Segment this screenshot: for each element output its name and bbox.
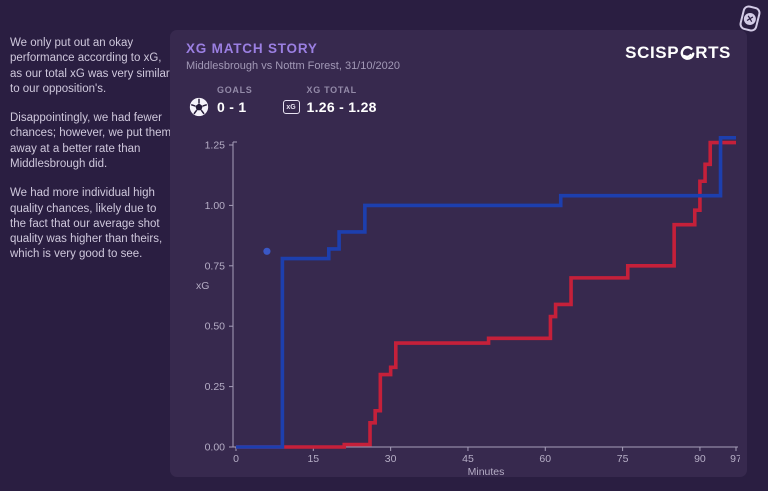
xg-total-stat: XG TOTAL xG 1.26 - 1.28 bbox=[282, 83, 377, 118]
y-tick-label: 0.00 bbox=[205, 442, 226, 454]
page-title: XG MATCH STORY bbox=[186, 41, 318, 56]
y-tick-label: 0.50 bbox=[205, 321, 226, 333]
goals-value: 0 - 1 bbox=[217, 99, 247, 115]
y-tick-label: 1.00 bbox=[205, 200, 226, 212]
blue-team-series-line bbox=[236, 135, 736, 449]
xg-total-label: XG TOTAL bbox=[306, 84, 357, 95]
y-tick-label: 0.25 bbox=[205, 381, 226, 393]
xg-step-chart: 0 15 30 45 60 75 90 97 0.00 0.25 0.50 0.75 1.00 1.25 M… bbox=[188, 130, 742, 478]
commentary-paragraph: Disappointingly, we had fewer chances; h… bbox=[10, 112, 172, 170]
x-tick-label: 75 bbox=[617, 453, 629, 465]
logo-text-right: RTS bbox=[695, 43, 731, 62]
y-tick-label: 1.25 bbox=[205, 140, 226, 152]
y-axis-title: xG bbox=[196, 280, 209, 292]
logo-text-left: SCISP bbox=[625, 43, 680, 62]
xg-badge-icon: xG bbox=[282, 100, 300, 114]
commentary-paragraph: We had more individual high quality chan… bbox=[10, 187, 163, 261]
goals-label: GOALS bbox=[217, 84, 253, 95]
x-tick-label: 0 bbox=[233, 453, 239, 465]
x-tick-label: 15 bbox=[307, 453, 319, 465]
x-tick-label: 97 bbox=[730, 453, 740, 465]
x-tick-label: 60 bbox=[539, 453, 551, 465]
xg-total-value: 1.26 - 1.28 bbox=[306, 99, 377, 115]
x-tick-label: 30 bbox=[385, 453, 397, 465]
commentary-paragraph: We only put out an okay performance acco… bbox=[10, 37, 170, 95]
red-team-series-line bbox=[236, 140, 736, 449]
goals-stat: GOALS 0 - 1 bbox=[188, 83, 253, 118]
xg-chart-svg: 0 15 30 45 60 75 90 97 0.00 0.25 0.50 0.75 1.00 1.25 M… bbox=[196, 135, 742, 478]
y-tick-label: 0.75 bbox=[205, 260, 226, 272]
match-commentary: We only put out an okay performance acco… bbox=[10, 36, 174, 277]
xg-match-story-panel: XG MATCH STORY Middlesbrough vs Nottm Fo… bbox=[170, 30, 747, 478]
soccer-ball-icon bbox=[188, 96, 210, 118]
scisports-logo: SCISP RTS bbox=[625, 43, 731, 63]
x-tick-label: 45 bbox=[462, 453, 474, 465]
xg-card-icon[interactable]: ✕ bbox=[738, 4, 762, 33]
match-stats-row: GOALS 0 - 1 XG TOTAL x bbox=[188, 83, 377, 118]
blue-team-shot-marker bbox=[263, 247, 271, 255]
circled-x-icon: ✕ bbox=[742, 11, 758, 26]
x-axis-title: Minutes bbox=[468, 466, 505, 476]
scisports-swirl-o-icon bbox=[680, 46, 695, 60]
match-subtitle: Middlesbrough vs Nottm Forest, 31/10/202… bbox=[186, 60, 401, 72]
x-tick-label: 90 bbox=[694, 453, 706, 465]
